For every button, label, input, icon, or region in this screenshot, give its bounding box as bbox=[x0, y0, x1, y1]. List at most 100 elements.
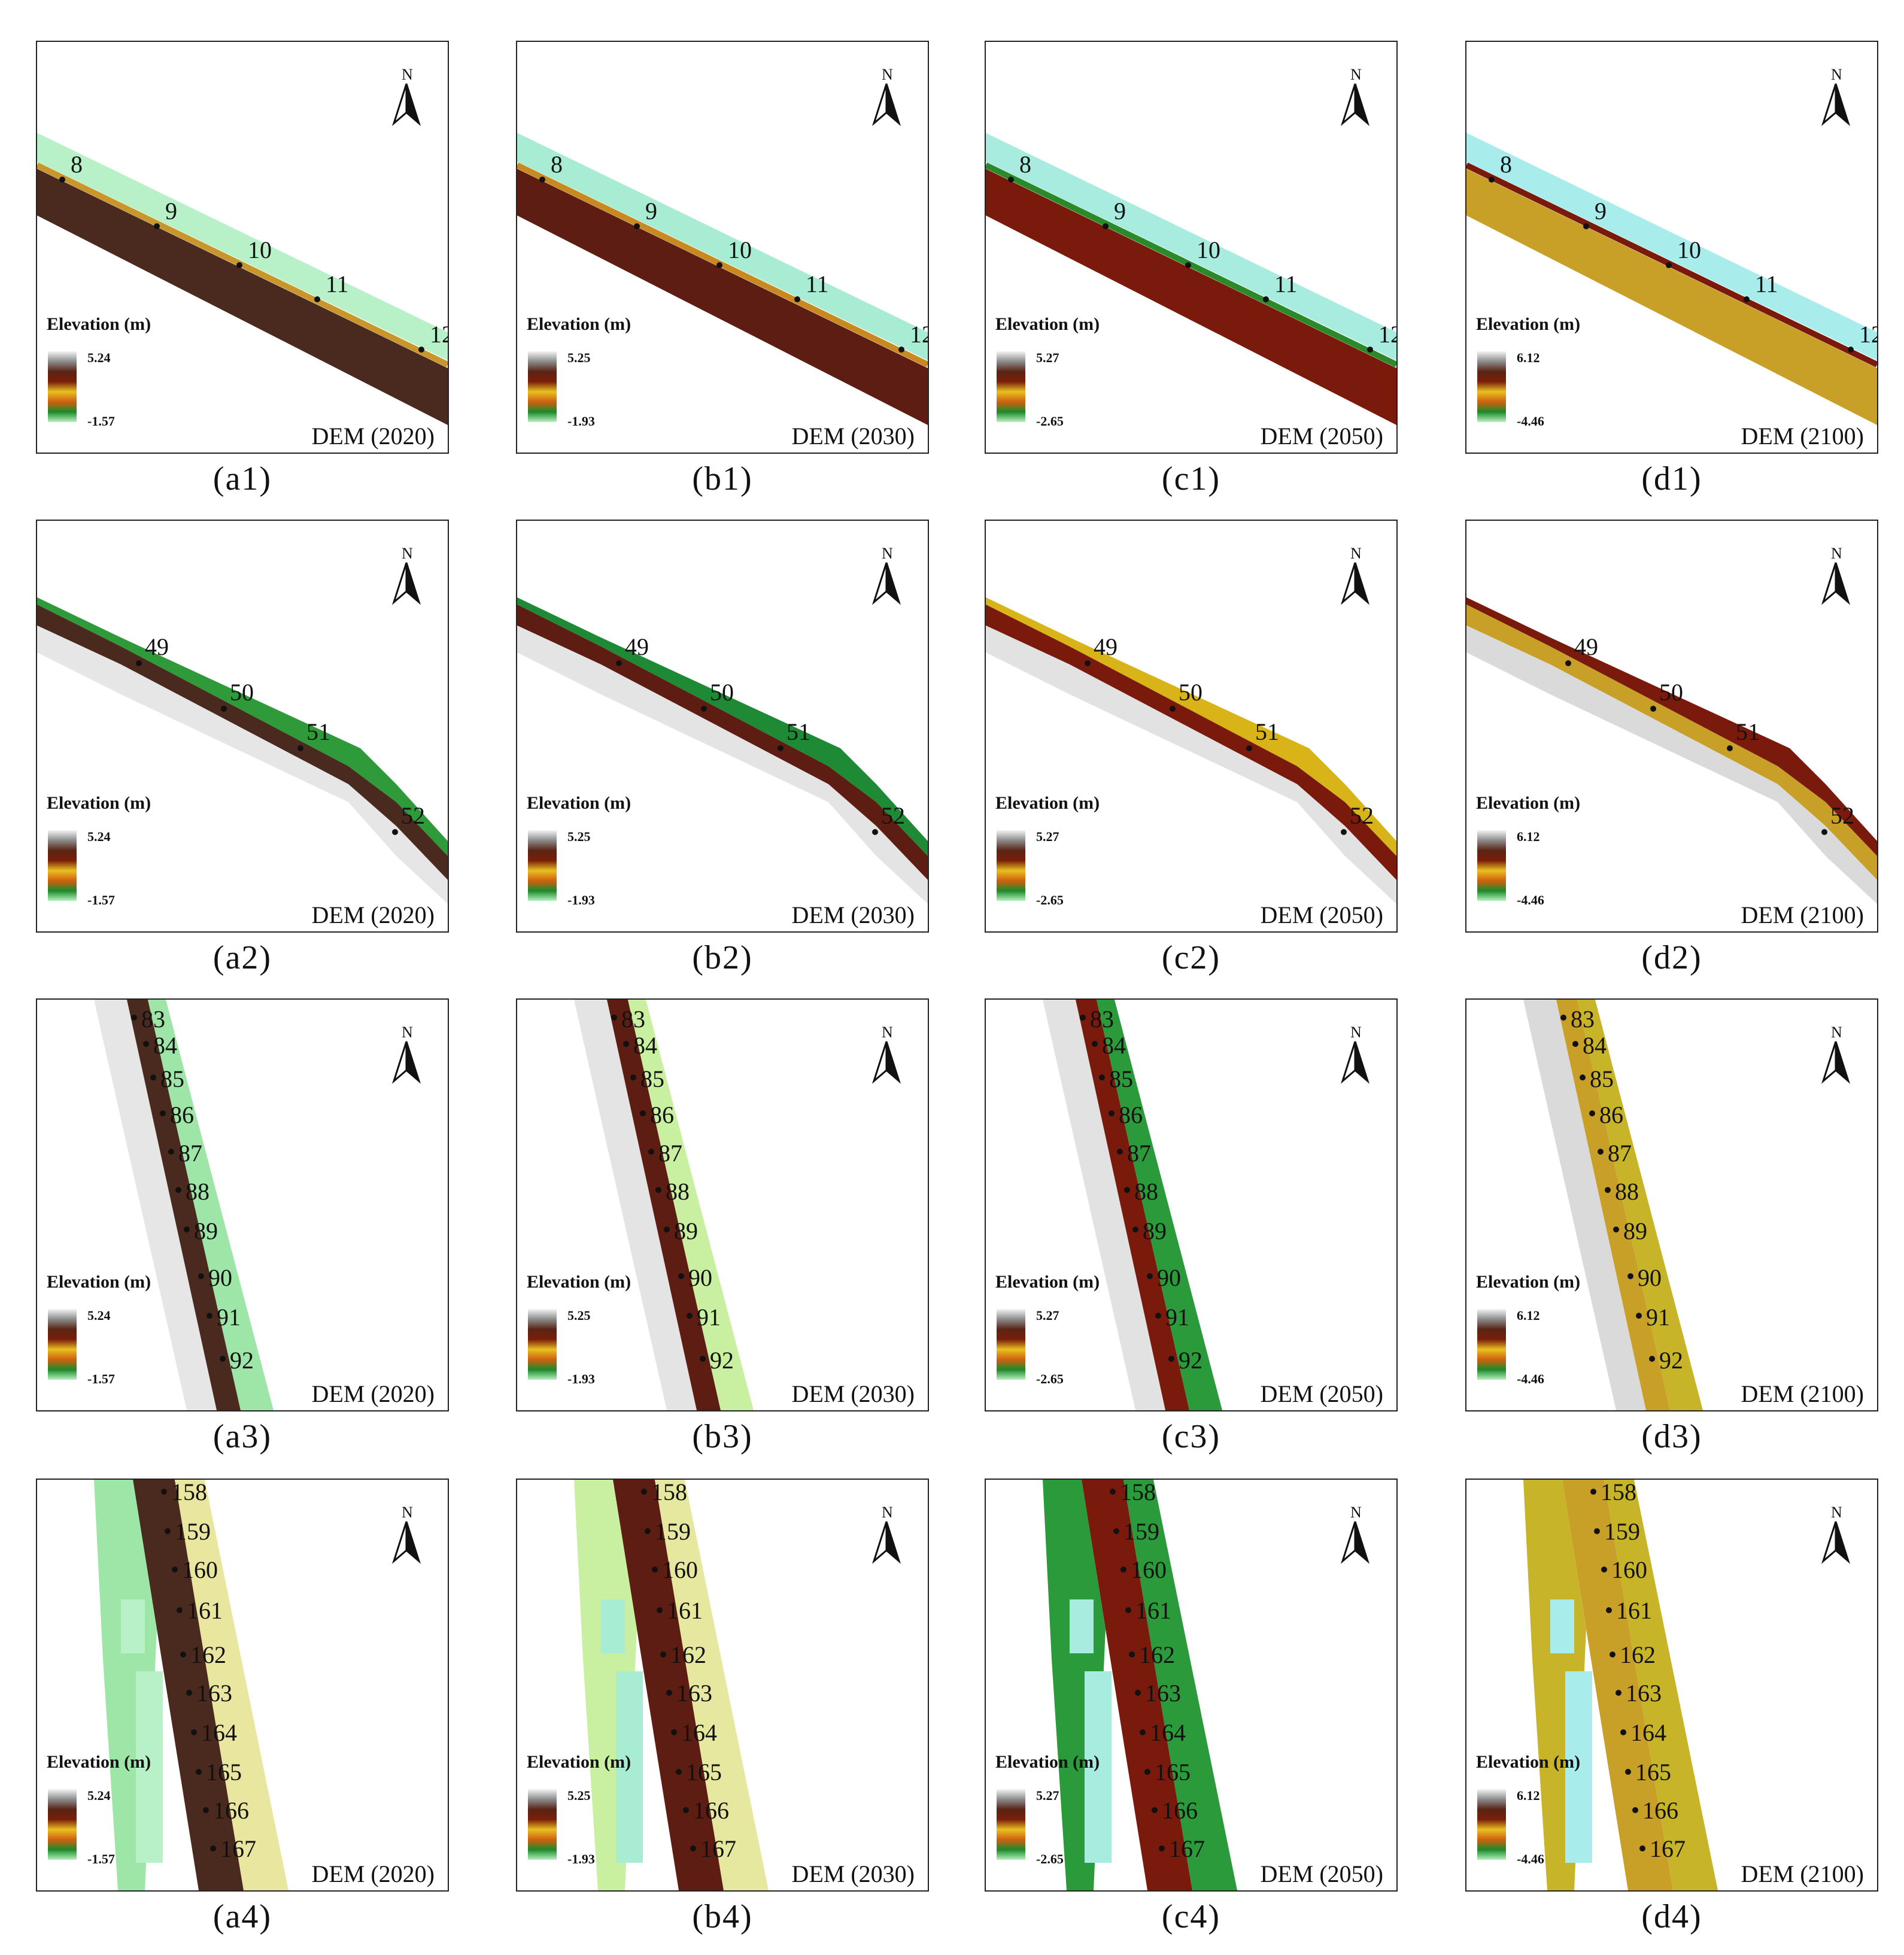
marker-84-dot bbox=[143, 1041, 149, 1047]
marker-167-label: 167 bbox=[700, 1835, 736, 1862]
marker-10-dot bbox=[236, 262, 242, 268]
marker-9-dot bbox=[154, 223, 160, 229]
map-frame: 49 50 51 52 N Elevation (m) 5.24 -1.57 DEM (2020… bbox=[36, 520, 449, 933]
marker-162-dot bbox=[1129, 1652, 1135, 1658]
marker-91-label: 91 bbox=[697, 1304, 721, 1331]
marker-84-dot bbox=[1092, 1041, 1098, 1047]
legend-title: Elevation (m) bbox=[47, 314, 151, 334]
inland-zone bbox=[94, 1000, 217, 1410]
marker-10-dot bbox=[1666, 262, 1672, 268]
marker-10-dot bbox=[1185, 262, 1191, 268]
map-panel-a2: 49 50 51 52 N Elevation (m) 5.24 -1.57 DEM (2020… bbox=[36, 520, 449, 976]
marker-91-dot bbox=[687, 1313, 693, 1319]
legend-min-value: -1.57 bbox=[87, 414, 115, 429]
marker-83-dot bbox=[1080, 1015, 1086, 1021]
marker-84-label: 84 bbox=[633, 1032, 657, 1059]
dem-year-label: DEM (2020) bbox=[311, 1860, 435, 1887]
marker-8-dot bbox=[1008, 177, 1014, 183]
legend-min-value: -2.65 bbox=[1036, 1371, 1064, 1386]
marker-12-dot bbox=[1367, 347, 1373, 353]
dem-map: 49 50 51 52 bbox=[37, 562, 448, 904]
marker-83-dot bbox=[611, 1015, 617, 1021]
marker-87-dot bbox=[1117, 1149, 1123, 1155]
pond bbox=[136, 1671, 163, 1863]
north-arrow-icon bbox=[1340, 562, 1370, 605]
marker-87-dot bbox=[168, 1149, 174, 1155]
sea-zone bbox=[986, 133, 1396, 360]
north-arrow-icon bbox=[1340, 83, 1370, 126]
marker-91-label: 91 bbox=[1165, 1304, 1189, 1331]
marker-89-label: 89 bbox=[1143, 1218, 1167, 1244]
dem-map: 158 159 160 161 162 163 164 165 166 167 bbox=[528, 1480, 901, 1890]
marker-159-dot bbox=[1113, 1528, 1119, 1534]
north-label: N bbox=[1350, 1504, 1362, 1521]
north-arrow-icon bbox=[871, 1521, 901, 1564]
marker-164-dot bbox=[1140, 1729, 1146, 1735]
marker-160-dot bbox=[1601, 1567, 1607, 1572]
marker-89-dot bbox=[1132, 1227, 1138, 1232]
marker-10-label: 10 bbox=[1197, 236, 1220, 263]
marker-92-dot bbox=[700, 1356, 706, 1362]
dem-year-label: DEM (2030) bbox=[791, 901, 915, 928]
marker-90-dot bbox=[678, 1273, 684, 1279]
marker-166-dot bbox=[203, 1807, 209, 1813]
dem-map: 8 9 10 11 12 bbox=[517, 83, 928, 425]
marker-159-label: 159 bbox=[655, 1518, 691, 1545]
marker-12-dot bbox=[898, 347, 904, 353]
legend-title: Elevation (m) bbox=[1476, 1752, 1581, 1772]
marker-8-label: 8 bbox=[1500, 151, 1512, 178]
marker-163-dot bbox=[1615, 1690, 1621, 1696]
map-frame: 8 9 10 11 12 N Elevation (m) 5.27 -2.65 DEM (2050… bbox=[985, 41, 1398, 454]
legend-title: Elevation (m) bbox=[1476, 1272, 1581, 1292]
legend-max-value: 5.25 bbox=[567, 350, 591, 365]
marker-85-label: 85 bbox=[160, 1065, 184, 1092]
legend-color-ramp bbox=[997, 830, 1025, 901]
marker-88-label: 88 bbox=[1615, 1178, 1639, 1205]
marker-159-dot bbox=[1594, 1528, 1600, 1534]
marker-163-dot bbox=[1135, 1690, 1141, 1696]
marker-10-label: 10 bbox=[248, 236, 272, 263]
dem-year-label: DEM (2020) bbox=[311, 901, 435, 928]
north-arrow-icon bbox=[1821, 1041, 1851, 1084]
legend-color-ramp bbox=[997, 1789, 1025, 1860]
legend-max-value: 5.25 bbox=[567, 1788, 591, 1803]
marker-85-label: 85 bbox=[1109, 1065, 1133, 1092]
marker-162-label: 162 bbox=[1620, 1641, 1656, 1668]
north-arrow-icon bbox=[391, 83, 421, 126]
north-arrow-icon bbox=[1340, 1521, 1370, 1564]
legend-title: Elevation (m) bbox=[995, 793, 1100, 813]
land-zone bbox=[613, 1480, 724, 1890]
map-frame: 158 159 160 161 162 163 164 165 166 167 N Elevation… bbox=[1465, 1479, 1878, 1892]
marker-90-dot bbox=[1147, 1273, 1153, 1279]
marker-50-dot bbox=[1170, 706, 1176, 712]
marker-159-dot bbox=[165, 1528, 171, 1534]
north-label: N bbox=[402, 1024, 413, 1041]
marker-91-label: 91 bbox=[1646, 1304, 1670, 1331]
panel-caption: (b4) bbox=[692, 1898, 753, 1935]
marker-11-label: 11 bbox=[326, 271, 349, 298]
marker-159-label: 159 bbox=[175, 1518, 211, 1545]
marker-164-dot bbox=[191, 1729, 197, 1735]
marker-158-dot bbox=[1110, 1489, 1116, 1495]
marker-83-label: 83 bbox=[621, 1006, 645, 1033]
legend-min-value: -2.65 bbox=[1036, 1851, 1064, 1866]
legend-max-value: 6.12 bbox=[1517, 1788, 1540, 1803]
map-panel-a4: 158 159 160 161 162 163 164 165 166 167 N Elevation… bbox=[36, 1479, 449, 1935]
marker-89-label: 89 bbox=[1623, 1218, 1647, 1244]
marker-88-dot bbox=[1124, 1187, 1130, 1193]
legend-color-ramp bbox=[528, 1309, 557, 1380]
marker-49-dot bbox=[616, 660, 622, 666]
marker-163-label: 163 bbox=[1145, 1680, 1181, 1707]
marker-90-dot bbox=[1627, 1273, 1633, 1279]
land-zone bbox=[517, 605, 928, 880]
marker-52-dot bbox=[1341, 829, 1347, 835]
panel-caption: (c4) bbox=[1161, 1898, 1221, 1935]
marker-87-label: 87 bbox=[658, 1140, 682, 1167]
map-panel-a3: 83 84 85 86 87 88 89 90 91 92 N Elevation (m) 5.24 -1… bbox=[36, 998, 449, 1455]
legend-min-value: -1.93 bbox=[567, 1371, 595, 1386]
seawall-line bbox=[517, 162, 928, 368]
marker-85-dot bbox=[1580, 1074, 1586, 1080]
marker-86-dot bbox=[640, 1110, 646, 1116]
marker-92-label: 92 bbox=[1659, 1347, 1683, 1374]
